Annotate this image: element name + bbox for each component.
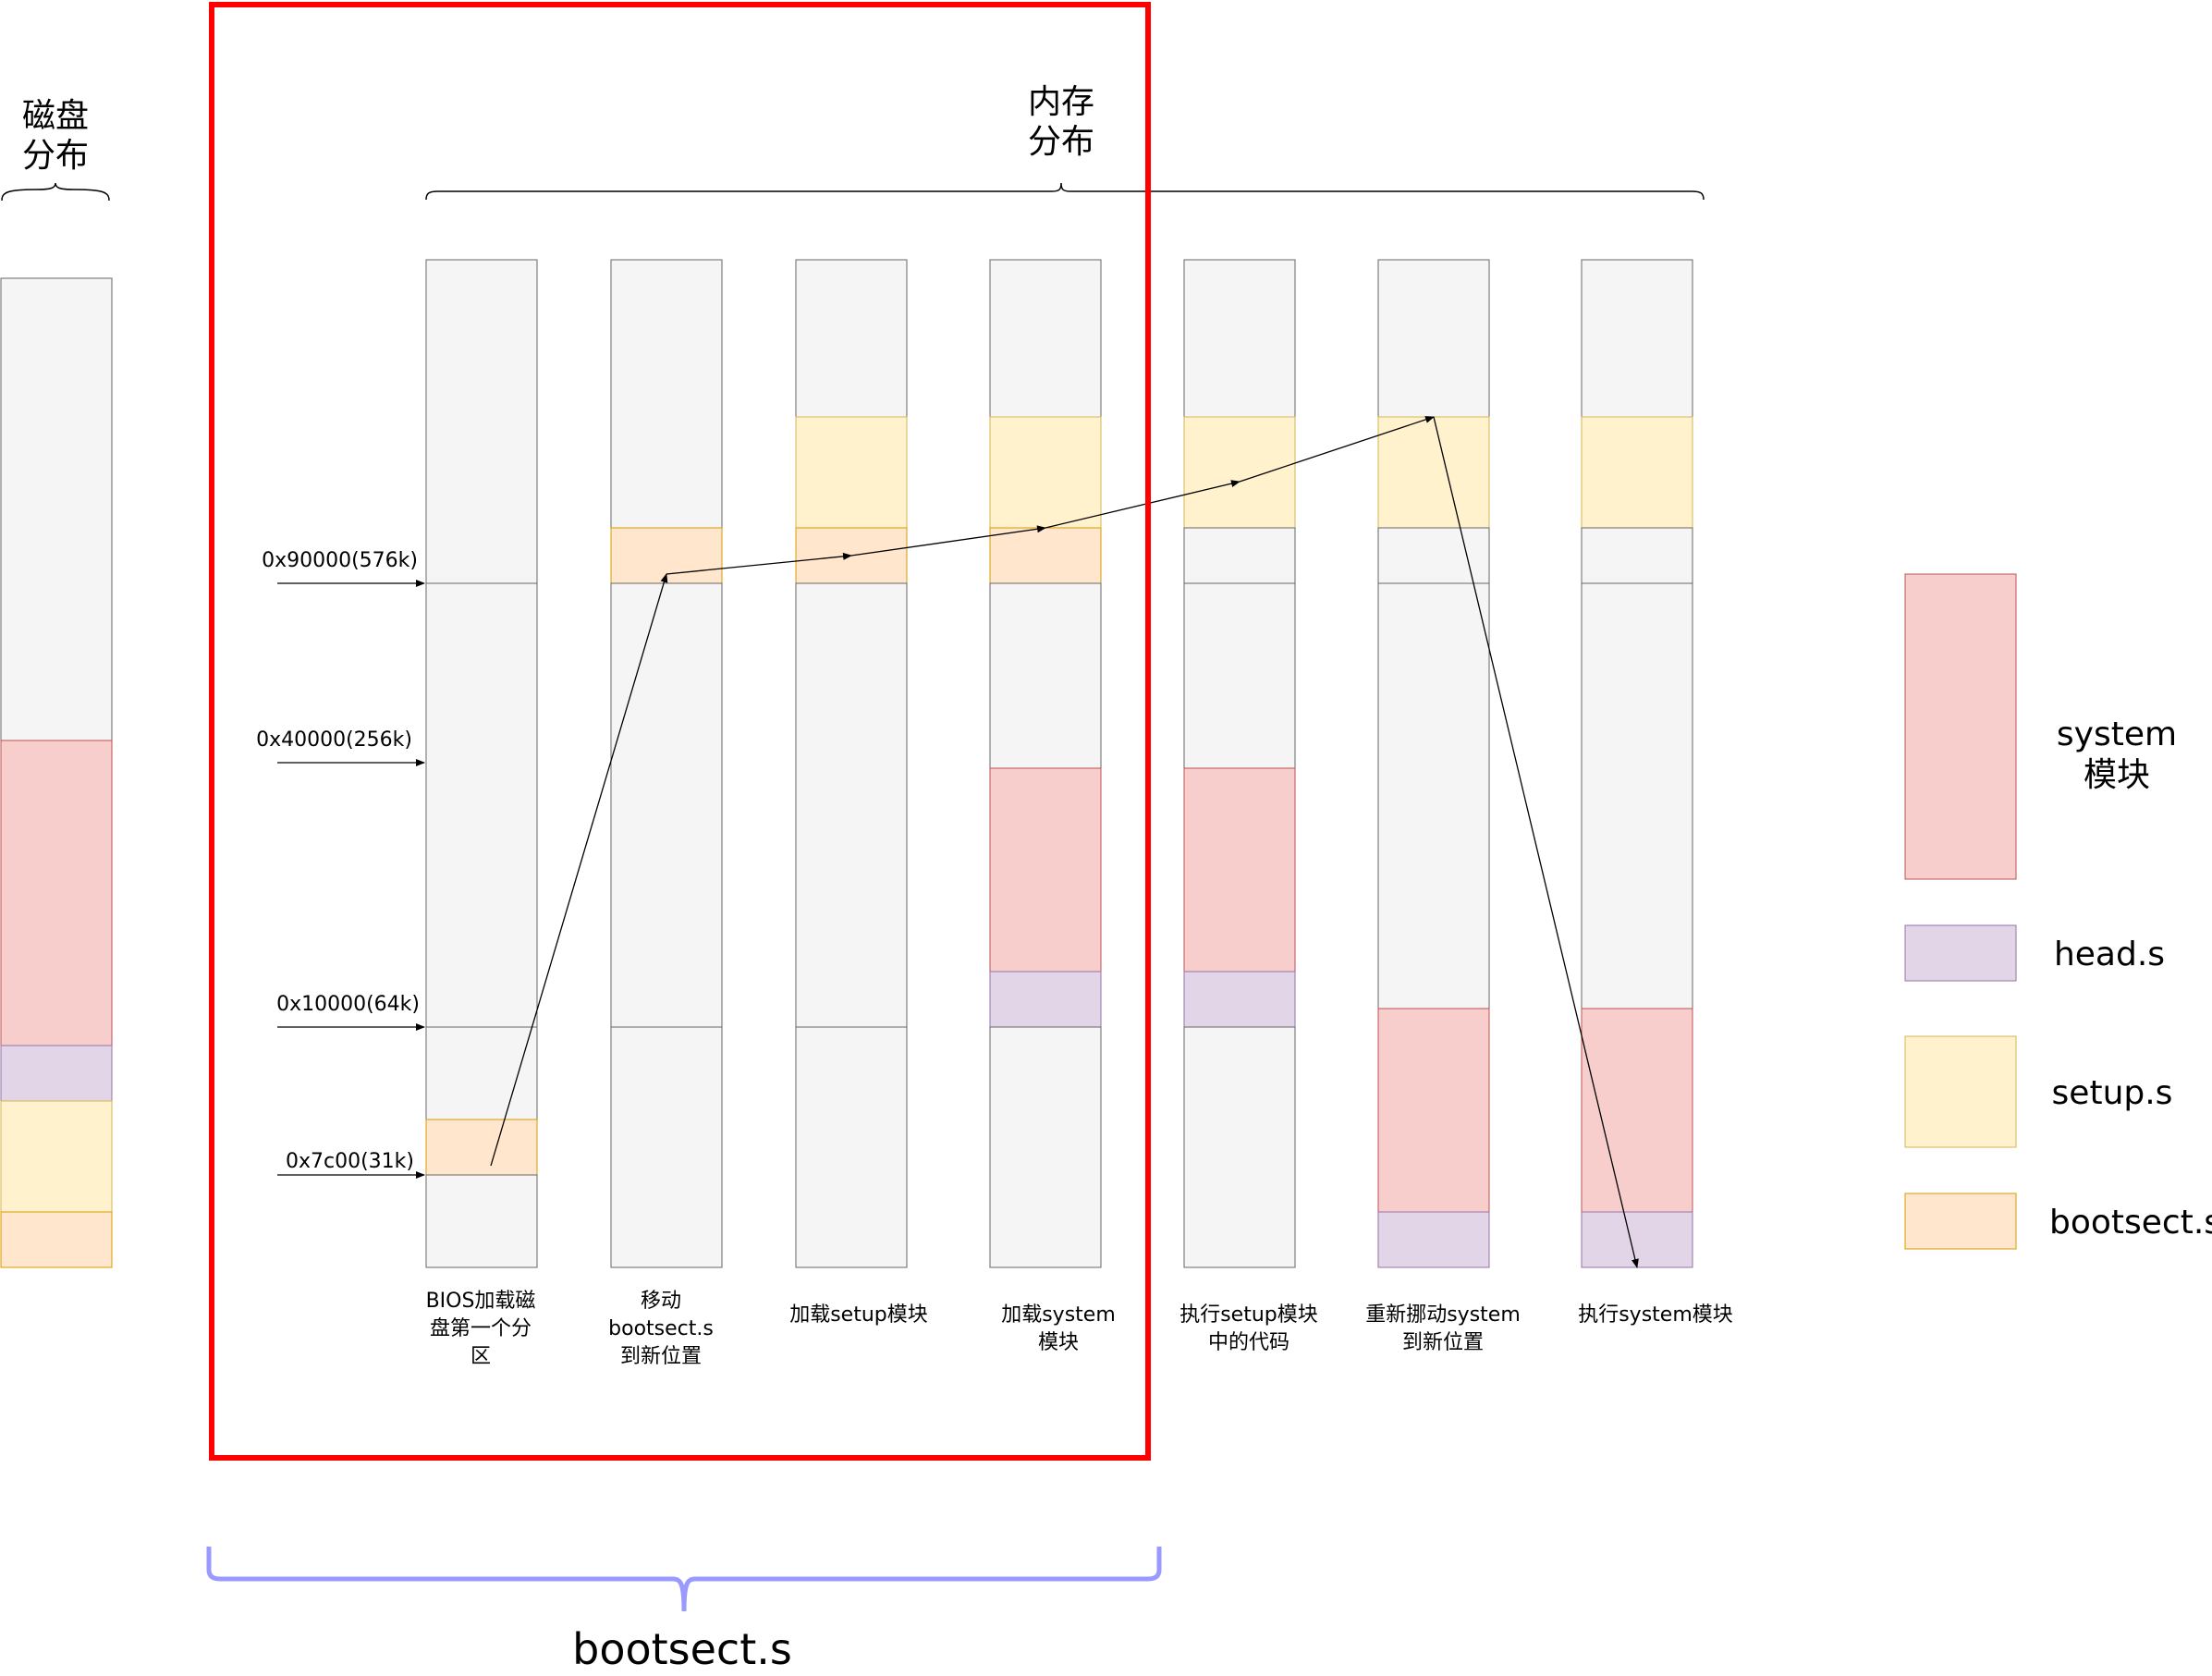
memory-free-space — [989, 582, 1102, 769]
flow-arrow — [1433, 416, 1639, 1268]
step-6-caption-line-2: 到新位置 — [1402, 1331, 1484, 1354]
step-1-caption-line-3: 区 — [471, 1345, 491, 1368]
memory-free-space — [795, 1026, 908, 1268]
memory-head-block — [989, 971, 1102, 1028]
step-4-caption-line-1: 加载system — [1001, 1303, 1116, 1327]
legend-setup-swatch — [1904, 1035, 2017, 1148]
memory-brace — [425, 182, 1705, 201]
memory-column-1 — [425, 259, 538, 1268]
memory-column-7 — [1581, 259, 1693, 1268]
memory-free-space — [1183, 1026, 1296, 1268]
memory-free-space — [610, 582, 723, 1028]
step-7-caption-line-1: 执行system模块 — [1578, 1303, 1733, 1327]
step-2-caption-line-1: 移动 — [641, 1290, 681, 1313]
step-5-caption-line-1: 执行setup模块 — [1179, 1303, 1318, 1327]
memory-free-space — [1581, 259, 1693, 418]
memory-system-block — [1581, 1008, 1693, 1213]
memory-head-block — [1183, 971, 1296, 1028]
memory-free-space — [1377, 582, 1490, 1009]
memory-free-space — [795, 259, 908, 418]
memory-free-space — [1183, 582, 1296, 769]
memory-free-space — [1377, 527, 1490, 584]
memory-title-line-1: 内存 — [1028, 83, 1094, 121]
legend-bootsect-swatch — [1904, 1193, 2017, 1250]
memory-head-block — [1581, 1211, 1693, 1268]
step-2-caption-line-2: bootsect.s — [608, 1317, 714, 1340]
memory-free-space — [1183, 527, 1296, 584]
memory-free-space — [425, 1026, 538, 1120]
memory-column-5 — [1183, 259, 1296, 1268]
disk-setup-block — [0, 1100, 113, 1213]
memory-setup-block — [1183, 416, 1296, 529]
disk-title-line-2: 分布 — [22, 137, 89, 175]
memory-free-space — [1581, 582, 1693, 1009]
memory-free-space — [425, 1174, 538, 1268]
memory-system-block — [1377, 1008, 1490, 1213]
address-label-0x10000: 0x10000(64k) — [276, 993, 420, 1016]
step-2-caption-line-3: 到新位置 — [620, 1345, 702, 1368]
memory-bootsect-block — [989, 527, 1102, 584]
memory-free-space — [795, 582, 908, 1028]
memory-column-4 — [989, 259, 1102, 1268]
disk-system-block — [0, 740, 113, 1046]
memory-free-space — [610, 1026, 723, 1268]
flow-arrow — [1239, 416, 1435, 483]
step-3-caption-line-1: 加载setup模块 — [789, 1303, 928, 1327]
bootsect-scope-label: bootsect.s — [572, 1624, 792, 1674]
step-5-caption-line-2: 中的代码 — [1208, 1331, 1289, 1354]
address-markers: 0x90000(576k) 0x40000(256k) 0x10000(64k)… — [256, 549, 425, 1179]
memory-free-space — [1183, 259, 1296, 418]
disk-free-space — [0, 277, 113, 741]
flow-arrow — [850, 525, 1046, 557]
memory-column-2 — [610, 259, 723, 1268]
memory-free-space — [610, 259, 723, 529]
flow-arrow — [666, 552, 852, 575]
legend-bootsect-label: bootsect.s — [2049, 1204, 2212, 1242]
disk-title-line-1: 磁盘 — [22, 97, 89, 135]
flow-arrows — [490, 416, 1639, 1268]
disk-head-block — [0, 1045, 113, 1102]
memory-title-line-2: 分布 — [1028, 123, 1094, 161]
memory-system-block — [989, 767, 1102, 973]
memory-free-space — [1377, 259, 1490, 418]
disk-bootsect-block — [0, 1211, 113, 1268]
address-label-0x90000: 0x90000(576k) — [262, 549, 418, 572]
address-label-0x7c00: 0x7c00(31k) — [286, 1150, 414, 1173]
memory-bootsect-block — [425, 1119, 538, 1176]
legend-system-label-line-1: system — [2057, 716, 2177, 753]
memory-setup-block — [1581, 416, 1693, 529]
step-4-caption-line-2: 模块 — [1038, 1331, 1079, 1354]
memory-free-space — [425, 259, 538, 584]
memory-column-6 — [1377, 259, 1490, 1268]
flow-arrow — [490, 573, 668, 1167]
flow-arrow — [1045, 480, 1240, 529]
legend-system-swatch — [1904, 573, 2017, 880]
legend: system 模块 head.s setup.s bootsect.s — [1904, 573, 2212, 1250]
memory-setup-block — [989, 416, 1102, 529]
memory-setup-block — [1377, 416, 1490, 529]
legend-head-swatch — [1904, 924, 2017, 982]
memory-setup-block — [795, 416, 908, 529]
memory-free-space — [1581, 527, 1693, 584]
bootsect-scope-highlight — [209, 2, 1151, 1461]
memory-head-block — [1377, 1211, 1490, 1268]
legend-setup-label: setup.s — [2052, 1074, 2173, 1112]
address-label-0x40000: 0x40000(256k) — [256, 728, 412, 752]
bootsect-scope-brace — [206, 1547, 1162, 1612]
memory-system-block — [1183, 767, 1296, 973]
step-1-caption-line-1: BIOS加载磁 — [426, 1290, 536, 1313]
step-1-caption-line-2: 盘第一个分 — [430, 1317, 532, 1340]
memory-column-3 — [795, 259, 908, 1268]
memory-free-space — [425, 582, 538, 1028]
step-captions: BIOS加载磁 盘第一个分 区 移动 bootsect.s 到新位置 加载set… — [426, 1290, 1733, 1368]
memory-free-space — [989, 259, 1102, 418]
legend-system-label-line-2: 模块 — [2084, 756, 2150, 794]
step-6-caption-line-1: 重新挪动system — [1365, 1303, 1521, 1327]
disk-column — [0, 277, 113, 1268]
disk-brace — [1, 182, 110, 202]
legend-head-label: head.s — [2054, 936, 2165, 973]
memory-free-space — [989, 1026, 1102, 1268]
